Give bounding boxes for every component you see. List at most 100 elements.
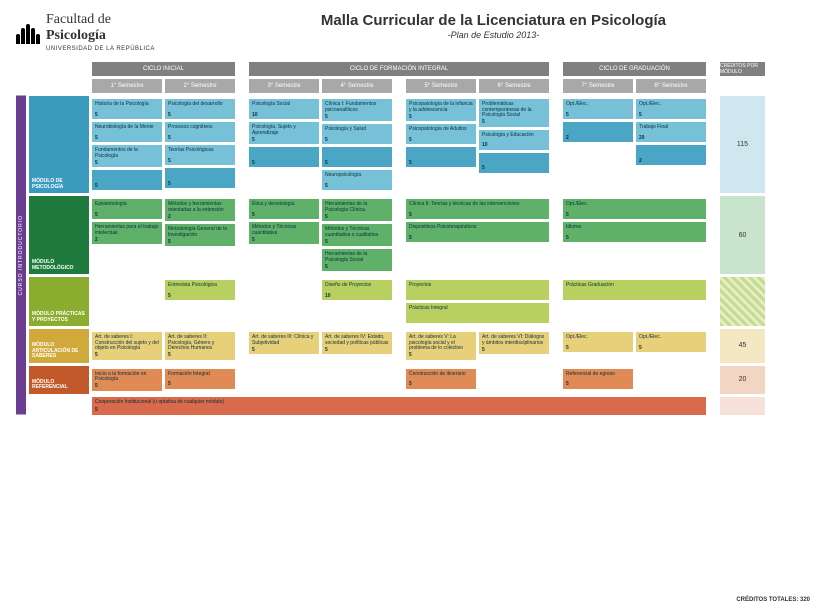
course-box: 2	[636, 145, 706, 165]
course-box: 5	[479, 153, 549, 173]
semester-column	[249, 277, 319, 326]
course-box: Opt./Elec.5	[563, 199, 706, 219]
course-box: Idioma5	[563, 222, 706, 242]
course-box: Opt./Elec.5	[563, 99, 633, 119]
course-box: Art. de saberes I: Construcción del suje…	[92, 332, 162, 360]
course-box: Psicología y Educación10	[479, 130, 549, 150]
module-label: MÓDULO DE PSICOLOGÍA	[29, 96, 89, 193]
semester-column: Art. de saberes II: Psicología, Género y…	[165, 329, 235, 363]
course-box: Diseño de Proyectos10	[322, 280, 392, 300]
semester-column: Opt./Elec.5	[636, 329, 706, 363]
semester-column: Entrevista Psicológica5	[165, 277, 235, 326]
module-credits: 60	[720, 196, 765, 274]
semester-column	[479, 366, 549, 394]
course-box: Herramientas para el trabajo intelectual…	[92, 222, 162, 244]
course-box: Prácticas Integral	[406, 303, 549, 323]
course-box: Trabajo Final20	[636, 122, 706, 142]
semester-column: Clínica I: Fundamentos psicoanalíticos5P…	[322, 96, 392, 193]
semester-column: Historia de la Psicología5 Neurobiología …	[92, 96, 162, 193]
semester-column	[92, 277, 162, 326]
course-box: Historia de la Psicología5	[92, 99, 162, 119]
course-box: Procesos cognitivos5	[165, 122, 235, 142]
semester-header: 7° Semestre	[563, 79, 633, 93]
course-box: Clínica II: Teorías y técnicas de las in…	[406, 199, 549, 219]
module-label: MÓDULO REFERENCIAL	[29, 366, 89, 394]
course-box: 5	[406, 147, 476, 167]
course-box: Opt./Elec.5	[636, 99, 706, 119]
semester-column: Opt./Elec.5 2	[563, 96, 633, 193]
course-box: Problemáticas contemporáneas de la Psico…	[479, 99, 549, 127]
course-box: Psicología del desarrollo5	[165, 99, 235, 119]
logo: Facultad dePsicología UNIVERSIDAD DE LA …	[16, 12, 155, 52]
university-name: UNIVERSIDAD DE LA REPÚBLICA	[46, 46, 155, 52]
module-label: MÓDULO ARTICULACIÓN DE SABERES	[29, 329, 89, 363]
course-box: Art. de saberes IV: Estado, sociedad y p…	[322, 332, 392, 354]
semester-column: Herramientas de la Psicología Clínica5 Mé…	[322, 196, 392, 274]
course-box: 2	[563, 122, 633, 142]
course-box: Entrevista Psicológica5	[165, 280, 235, 300]
course-box: Dispositivos Psicoterapéuticos5	[406, 222, 549, 242]
semester-column: Formación Integral5	[165, 366, 235, 394]
faculty-line1: Facultad de	[46, 12, 111, 27]
semester-column: Art. de saberes IV: Estado, sociedad y p…	[322, 329, 392, 363]
course-box: Métodos y Técnicas cuantitativa o cualit…	[322, 224, 392, 246]
course-box: Metodología General de la Investigación5	[165, 224, 235, 246]
semester-header: 6° Semestre	[479, 79, 549, 93]
course-box: Opt./Elec.5	[563, 332, 633, 352]
course-box: Opt./Elec.5	[636, 332, 706, 352]
curriculum-grid: CICLO INICIALCICLO DE FORMACIÓN INTEGRAL…	[16, 62, 812, 415]
course-box: 5	[322, 147, 392, 167]
cycle-header: CICLO DE FORMACIÓN INTEGRAL	[249, 62, 549, 76]
semester-column: Problemáticas contemporáneas de la Psico…	[479, 96, 549, 193]
semester-column: Referencial de egreso5	[563, 366, 633, 394]
semester-column: Diseño de Proyectos10	[322, 277, 392, 326]
course-box: Psicopatología de Adultos5	[406, 124, 476, 144]
course-box: Art. de saberes II: Psicología, Género y…	[165, 332, 235, 360]
semester-column: Opt./Elec.5 Idioma5	[563, 196, 706, 274]
course-box: 5	[249, 147, 319, 167]
total-credits: CRÉDITOS TOTALES: 320	[736, 597, 810, 603]
course-box: Inicio a la formación en Psicología5	[92, 369, 162, 391]
semester-column	[636, 366, 706, 394]
course-box: Métodos y Técnicas cuantitativa5	[249, 222, 319, 244]
semester-column: Art. de saberes III: Clínica y Subjetivi…	[249, 329, 319, 363]
page-subtitle: -Plan de Estudio 2013-	[175, 30, 812, 40]
semester-header: 4° Semestre	[322, 79, 392, 93]
semester-header: 3° Semestre	[249, 79, 319, 93]
course-box: Clínica I: Fundamentos psicoanalíticos5	[322, 99, 392, 121]
semester-header: 8° Semestre	[636, 79, 706, 93]
semester-column: Art. de saberes VI: Diálogos y ámbitos i…	[479, 329, 549, 363]
course-box: Epistemología5	[92, 199, 162, 219]
module-label: MÓDULO PRÁCTICAS Y PROYECTOS	[29, 277, 89, 326]
semester-column: Opt./Elec.5 Trabajo Final20 2	[636, 96, 706, 193]
logo-mark	[16, 20, 40, 44]
cycle-header: CICLO DE GRADUACIÓN	[563, 62, 706, 76]
coop-box: Cooperación Institucional (u optativa de…	[92, 397, 706, 415]
module-credits: 20	[720, 366, 765, 394]
course-box: Referencial de egreso5	[563, 369, 633, 389]
course-box: Art. de saberes III: Clínica y Subjetivi…	[249, 332, 319, 354]
semester-column: Prácticas Graduación	[563, 277, 706, 326]
semester-column: ProyectosPrácticas Integral	[406, 277, 549, 326]
course-box: Métodos y herramientas orientadas a la e…	[165, 199, 235, 221]
module-credits	[720, 277, 765, 326]
course-box: Fundamentos de la Psicología5	[92, 145, 162, 167]
header: Facultad dePsicología UNIVERSIDAD DE LA …	[16, 12, 812, 52]
semester-column: Psicología Social10Psicología, Sujeto y …	[249, 96, 319, 193]
credits-header: CRÉDITOS POR MÓDULO	[720, 62, 765, 76]
semester-header: 5° Semestre	[406, 79, 476, 93]
course-box: Formación Integral5	[165, 369, 235, 389]
module-credits: 45	[720, 329, 765, 363]
course-box: Prácticas Graduación	[563, 280, 706, 300]
course-box: Art. de saberes V: La psicología social …	[406, 332, 476, 360]
course-box: Herramientas de la Psicología Clínica5	[322, 199, 392, 221]
semester-header: 1° Semestre	[92, 79, 162, 93]
semester-column: Inicio a la formación en Psicología5	[92, 366, 162, 394]
module-credits: 115	[720, 96, 765, 193]
course-box: Ética y deontología5	[249, 199, 319, 219]
course-box: Psicología Social10	[249, 99, 319, 119]
course-box: Herramientas de la Psicología Social5	[322, 249, 392, 271]
course-box: Neurobiología de la Mente5	[92, 122, 162, 142]
coop-credits	[720, 397, 765, 415]
course-box: Art. de saberes VI: Diálogos y ámbitos i…	[479, 332, 549, 354]
